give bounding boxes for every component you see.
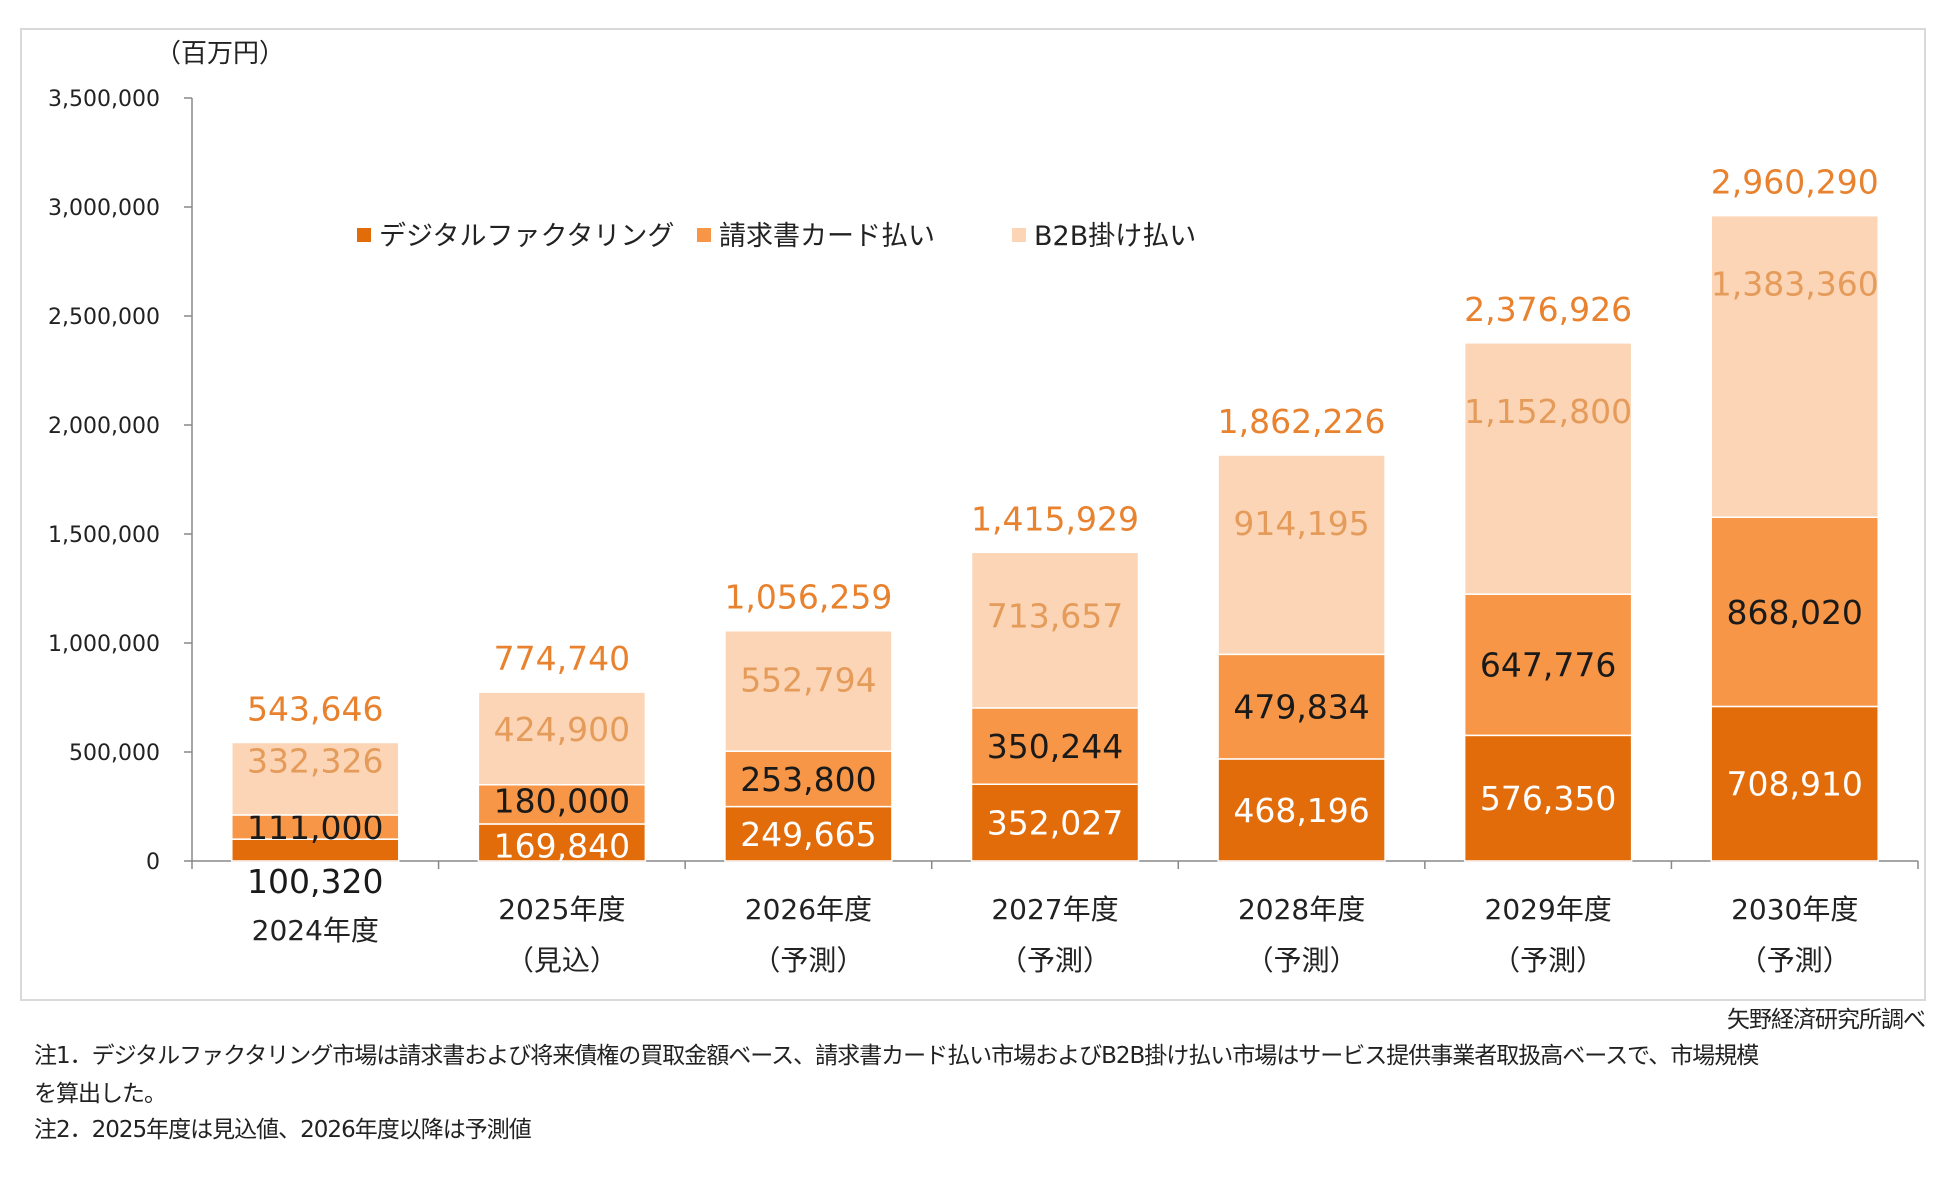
data-label: 249,665 [740, 815, 876, 854]
data-label: 647,776 [1480, 646, 1616, 685]
bar-segment [724, 805, 893, 862]
x-tick-sublabel: （見込） [506, 944, 618, 977]
data-label: 468,196 [1233, 791, 1369, 830]
data-label: 552,794 [740, 660, 876, 699]
data-label: 100,320 [247, 862, 383, 901]
total-label: 1,415,929 [971, 499, 1139, 538]
total-label: 543,646 [247, 689, 383, 728]
bar-segment [1217, 653, 1386, 760]
source-label: 矢野経済研究所調べ [1727, 1007, 1926, 1033]
x-tick-sublabel: （予測） [1739, 944, 1851, 977]
x-tick-label: 2030年度 [1731, 893, 1858, 926]
bar-segment [1710, 516, 1879, 708]
y-tick-label: 1,000,000 [48, 632, 160, 657]
data-label: 180,000 [494, 781, 630, 820]
data-label: 713,657 [987, 597, 1123, 636]
total-label: 1,862,226 [1218, 402, 1386, 441]
data-label: 352,027 [987, 804, 1123, 843]
y-tick-label: 0 [146, 850, 160, 875]
note-1-cont: を算出した。 [34, 1081, 167, 1107]
x-tick-sublabel: （予測） [752, 944, 864, 977]
data-label: 868,020 [1726, 593, 1862, 632]
x-tick-label: 2029年度 [1485, 893, 1612, 926]
x-tick-label: 2024年度 [252, 914, 379, 947]
data-label: 424,900 [494, 710, 630, 749]
y-tick-label: 2,500,000 [48, 305, 160, 330]
data-label: 253,800 [740, 760, 876, 799]
x-tick-sublabel: （予測） [1492, 944, 1604, 977]
bar-segment [1463, 342, 1633, 595]
data-label: 914,195 [1233, 504, 1369, 543]
x-tick-sublabel: （予測） [1246, 944, 1358, 977]
note-1: 注1．デジタルファクタリング市場は請求書および将来債権の買取金額ベース、請求書カ… [34, 1043, 1759, 1069]
bar-segment [1710, 705, 1879, 862]
x-tick-label: 2027年度 [991, 893, 1118, 926]
bar-segment [1463, 593, 1633, 737]
data-label: 169,840 [494, 826, 630, 865]
note-2: 注2．2025年度は見込値、2026年度以降は予測値 [34, 1117, 532, 1143]
chart-frame [20, 28, 1926, 1001]
bar-segment [1710, 214, 1879, 518]
bar-segment [477, 783, 647, 825]
legend-label: B2B掛け払い [1034, 221, 1196, 252]
legend-swatch [697, 228, 711, 242]
unit-label: （百万円） [155, 39, 285, 69]
bar-segment [724, 629, 893, 752]
bar-segment [1217, 454, 1386, 656]
y-tick-label: 1,500,000 [48, 523, 160, 548]
legend-swatch [1012, 228, 1026, 242]
legend-label: 請求書カード払い [719, 221, 935, 252]
x-tick-sublabel: （予測） [999, 944, 1111, 977]
data-label: 350,244 [987, 727, 1123, 766]
stacked-bar-chart: （百万円） 0 500,000 1,000,000 1,500,000 2,000,000… [48, 39, 1919, 977]
y-tick-label: 2,000,000 [48, 414, 160, 439]
y-tick-label: 3,000,000 [48, 196, 160, 221]
x-tick-label: 2025年度 [498, 893, 625, 926]
data-label: 332,326 [247, 741, 383, 780]
legend-label: デジタルファクタリング [379, 221, 674, 252]
data-label: 708,910 [1726, 765, 1862, 804]
x-tick-label: 2026年度 [745, 893, 872, 926]
bar-segment [1463, 734, 1633, 862]
data-label: 1,383,360 [1711, 265, 1879, 304]
data-label: 479,834 [1233, 688, 1369, 727]
legend-swatch [357, 228, 371, 242]
y-tick-label: 500,000 [69, 741, 160, 766]
x-tick-label: 2028年度 [1238, 893, 1365, 926]
bar-segment [477, 691, 647, 786]
data-label: 1,152,800 [1464, 392, 1632, 431]
bar-segment [231, 741, 400, 816]
total-label: 1,056,259 [724, 578, 892, 617]
total-label: 2,376,926 [1464, 290, 1632, 329]
bar-segment [970, 783, 1140, 862]
bar-segment [970, 551, 1140, 709]
total-label: 2,960,290 [1711, 163, 1879, 202]
bar-segment [724, 750, 893, 808]
y-tick-label: 3,500,000 [48, 87, 160, 112]
data-label: 576,350 [1480, 779, 1616, 818]
total-label: 774,740 [494, 639, 630, 678]
